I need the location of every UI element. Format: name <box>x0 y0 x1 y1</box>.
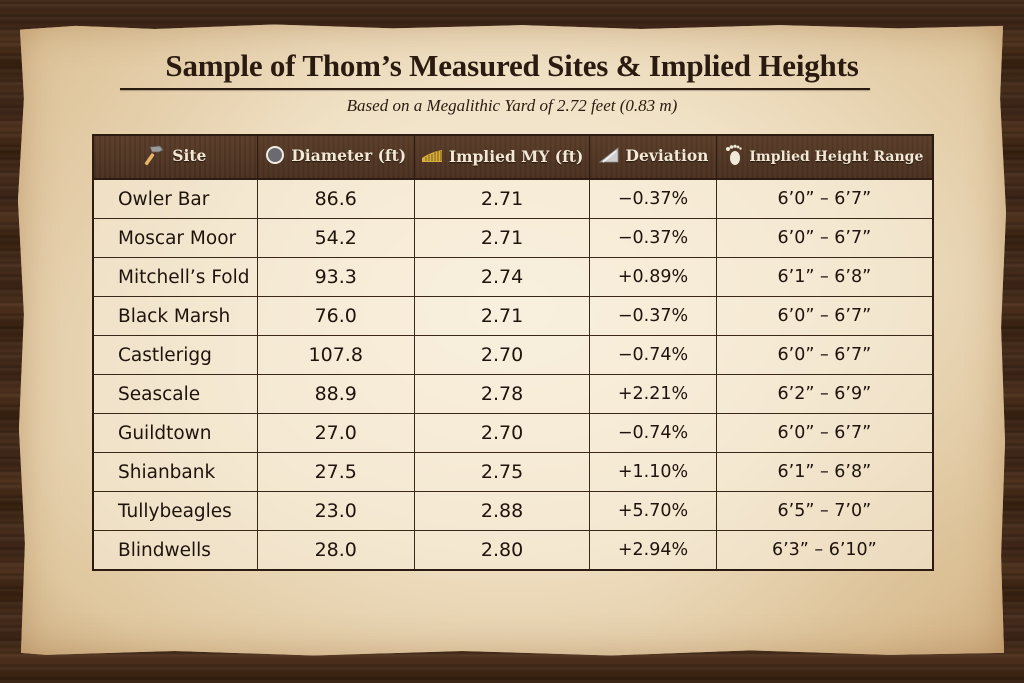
table-row: Moscar Moor 54.2 2.71 −0.37% 6’0” – 6’7” <box>93 218 934 258</box>
column-header-label: Deviation <box>625 146 709 165</box>
site-cell: Blindwells <box>93 530 258 571</box>
column-header-label: Site <box>172 146 207 165</box>
column-header-deviation: Deviation <box>589 135 717 180</box>
page-title: Sample of Thom’s Measured Sites & Implie… <box>165 48 859 83</box>
diameter-cell: 54.2 <box>257 218 415 258</box>
column-header-label: Implied MY (ft) <box>448 146 584 166</box>
deviation-cell: +2.21% <box>589 374 717 414</box>
deviation-cell: +1.10% <box>589 452 717 492</box>
deviation-cell: −0.37% <box>589 179 717 219</box>
deviation-cell: +0.89% <box>589 257 717 297</box>
table-row: Blindwells 28.0 2.80 +2.94% 6’3” – 6’10” <box>93 530 934 571</box>
height-range-cell: 6’1” – 6’8” <box>716 257 934 297</box>
table-row: Tullybeagles 23.0 2.88 +5.70% 6’5” – 7’0… <box>93 491 934 531</box>
diameter-cell: 27.0 <box>257 413 415 453</box>
implied-my-cell: 2.71 <box>414 218 591 258</box>
column-header-label: Diameter (ft) <box>291 146 407 165</box>
column-header-height-range: Implied Height Range <box>716 135 934 180</box>
site-cell: Guildtown <box>93 413 258 453</box>
height-range-cell: 6’3” – 6’10” <box>716 530 934 571</box>
footprint-icon <box>725 144 743 170</box>
site-cell: Owler Bar <box>93 179 258 219</box>
ruler-icon <box>421 148 443 168</box>
implied-my-cell: 2.88 <box>414 491 591 531</box>
site-cell: Black Marsh <box>93 296 258 336</box>
implied-my-cell: 2.70 <box>414 335 591 375</box>
column-header-label: Implied Height Range <box>749 149 924 165</box>
table-row: Shianbank 27.5 2.75 +1.10% 6’1” – 6’8” <box>93 452 934 492</box>
diameter-cell: 76.0 <box>257 296 415 336</box>
diameter-cell: 107.8 <box>257 335 415 375</box>
title-divider <box>120 88 870 90</box>
site-cell: Castlerigg <box>93 335 258 375</box>
site-cell: Mitchell’s Fold <box>93 257 258 297</box>
implied-my-cell: 2.71 <box>414 179 591 219</box>
height-range-cell: 6’0” – 6’7” <box>716 296 934 336</box>
deviation-cell: +2.94% <box>589 530 717 571</box>
height-range-cell: 6’5” – 7’0” <box>716 491 934 531</box>
column-header-site: Site <box>93 135 258 180</box>
height-range-cell: 6’0” – 6’7” <box>716 335 934 375</box>
site-cell: Moscar Moor <box>93 218 258 258</box>
implied-my-cell: 2.78 <box>414 374 591 414</box>
hammer-icon <box>144 144 166 170</box>
table-header-row: Site Diameter (ft) Implied MY (ft) <box>93 135 934 180</box>
implied-my-cell: 2.74 <box>414 257 591 297</box>
implied-my-cell: 2.70 <box>414 413 591 453</box>
site-cell: Shianbank <box>93 452 258 492</box>
deviation-cell: −0.37% <box>589 296 717 336</box>
diameter-cell: 86.6 <box>257 179 415 219</box>
column-header-implied-my: Implied MY (ft) <box>414 135 591 180</box>
sites-table: Site Diameter (ft) Implied MY (ft) <box>92 134 934 571</box>
height-range-cell: 6’0” – 6’7” <box>716 218 934 258</box>
table-row: Guildtown 27.0 2.70 −0.74% 6’0” – 6’7” <box>93 413 934 453</box>
implied-my-cell: 2.71 <box>414 296 591 336</box>
height-range-cell: 6’1” – 6’8” <box>716 452 934 492</box>
site-cell: Tullybeagles <box>93 491 258 531</box>
height-range-cell: 6’0” – 6’7” <box>716 179 934 219</box>
deviation-cell: +5.70% <box>589 491 717 531</box>
diameter-cell: 28.0 <box>257 530 415 571</box>
diameter-cell: 88.9 <box>257 374 415 414</box>
height-range-cell: 6’0” – 6’7” <box>716 413 934 453</box>
table-row: Seascale 88.9 2.78 +2.21% 6’2” – 6’9” <box>93 374 934 414</box>
deviation-cell: −0.37% <box>589 218 717 258</box>
height-range-cell: 6’2” – 6’9” <box>716 374 934 414</box>
diameter-cell: 27.5 <box>257 452 415 492</box>
page-subtitle: Based on a Megalithic Yard of 2.72 feet … <box>346 96 678 115</box>
circle-icon <box>265 145 285 169</box>
table-row: Owler Bar 86.6 2.71 −0.37% 6’0” – 6’7” <box>93 179 934 219</box>
deviation-cell: −0.74% <box>589 335 717 375</box>
table-row: Black Marsh 76.0 2.71 −0.37% 6’0” – 6’7” <box>93 296 934 336</box>
column-header-diameter: Diameter (ft) <box>257 135 415 180</box>
implied-my-cell: 2.75 <box>414 452 591 492</box>
table-row: Mitchell’s Fold 93.3 2.74 +0.89% 6’1” – … <box>93 257 934 297</box>
table-row: Castlerigg 107.8 2.70 −0.74% 6’0” – 6’7” <box>93 335 934 375</box>
diameter-cell: 93.3 <box>257 257 415 297</box>
set-square-icon <box>598 146 620 168</box>
deviation-cell: −0.74% <box>589 413 717 453</box>
implied-my-cell: 2.80 <box>414 530 591 571</box>
site-cell: Seascale <box>93 374 258 414</box>
diameter-cell: 23.0 <box>257 491 415 531</box>
